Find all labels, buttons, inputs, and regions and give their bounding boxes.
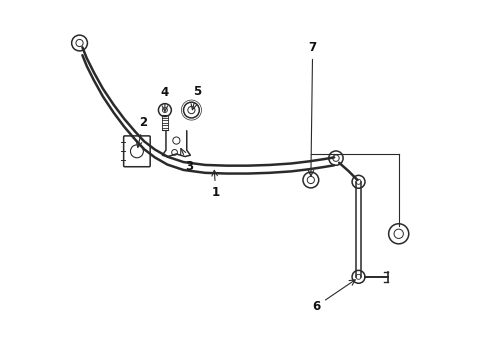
Text: 2: 2 xyxy=(136,116,147,147)
Text: 5: 5 xyxy=(191,85,201,110)
Text: 7: 7 xyxy=(307,41,316,176)
Text: 4: 4 xyxy=(161,86,169,112)
Text: 6: 6 xyxy=(311,280,354,313)
Text: 1: 1 xyxy=(211,170,220,199)
Text: 3: 3 xyxy=(180,149,193,173)
